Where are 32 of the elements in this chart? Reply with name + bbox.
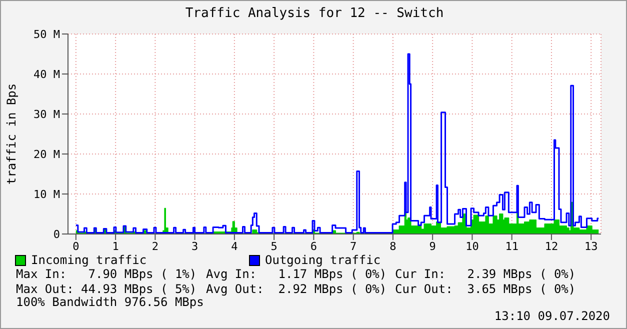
- x-tick-label: 12: [544, 240, 558, 253]
- legend-label: Incoming traffic: [30, 253, 148, 267]
- x-tick-label: 3: [192, 240, 198, 253]
- text: Max Out: 44.93 MBps ( 5%): [16, 282, 198, 296]
- x-tick-label: 10: [466, 240, 479, 253]
- y-tick-label: 30 M: [34, 108, 60, 121]
- legend-label: Outgoing traffic: [264, 253, 382, 267]
- text: Cur Out: 3.65 MBps ( 0%): [395, 282, 577, 296]
- y-tick-label: 0: [53, 228, 60, 241]
- x-tick-label: 0: [72, 240, 80, 253]
- x-tick-label: 7: [350, 240, 357, 253]
- y-axis-title: traffic in Bps: [5, 83, 19, 185]
- text: Max In: 7.90 MBps ( 1%): [16, 267, 198, 281]
- text: 13:10 09.07.2020: [494, 309, 610, 323]
- y-tick-label: 20 M: [34, 148, 60, 161]
- text: Avg Out: 2.92 MBps ( 0%): [206, 282, 388, 296]
- y-tick-label: 50 M: [34, 28, 60, 41]
- y-tick-label: 40 M: [34, 68, 60, 81]
- x-tick-label: 9: [429, 240, 436, 253]
- x-tick-label: 5: [270, 240, 278, 253]
- chart-title: Traffic Analysis for 12 -- Switch: [184, 6, 445, 21]
- x-tick-label: 11: [505, 240, 518, 253]
- text: 100% Bandwidth 976.56 MBps: [16, 295, 204, 309]
- text: Cur In: 2.39 MBps ( 0%): [395, 267, 577, 281]
- x-tick-label: 4: [231, 240, 238, 253]
- x-tick-label: 2: [152, 240, 158, 253]
- y-tick-label: 10 M: [34, 188, 60, 201]
- x-tick-label: 13: [584, 240, 598, 253]
- x-tick-label: 1: [112, 240, 119, 253]
- x-tick-label: 8: [390, 240, 396, 253]
- text: Avg In: 1.17 MBps ( 0%): [206, 267, 388, 281]
- x-tick-label: 6: [310, 240, 318, 253]
